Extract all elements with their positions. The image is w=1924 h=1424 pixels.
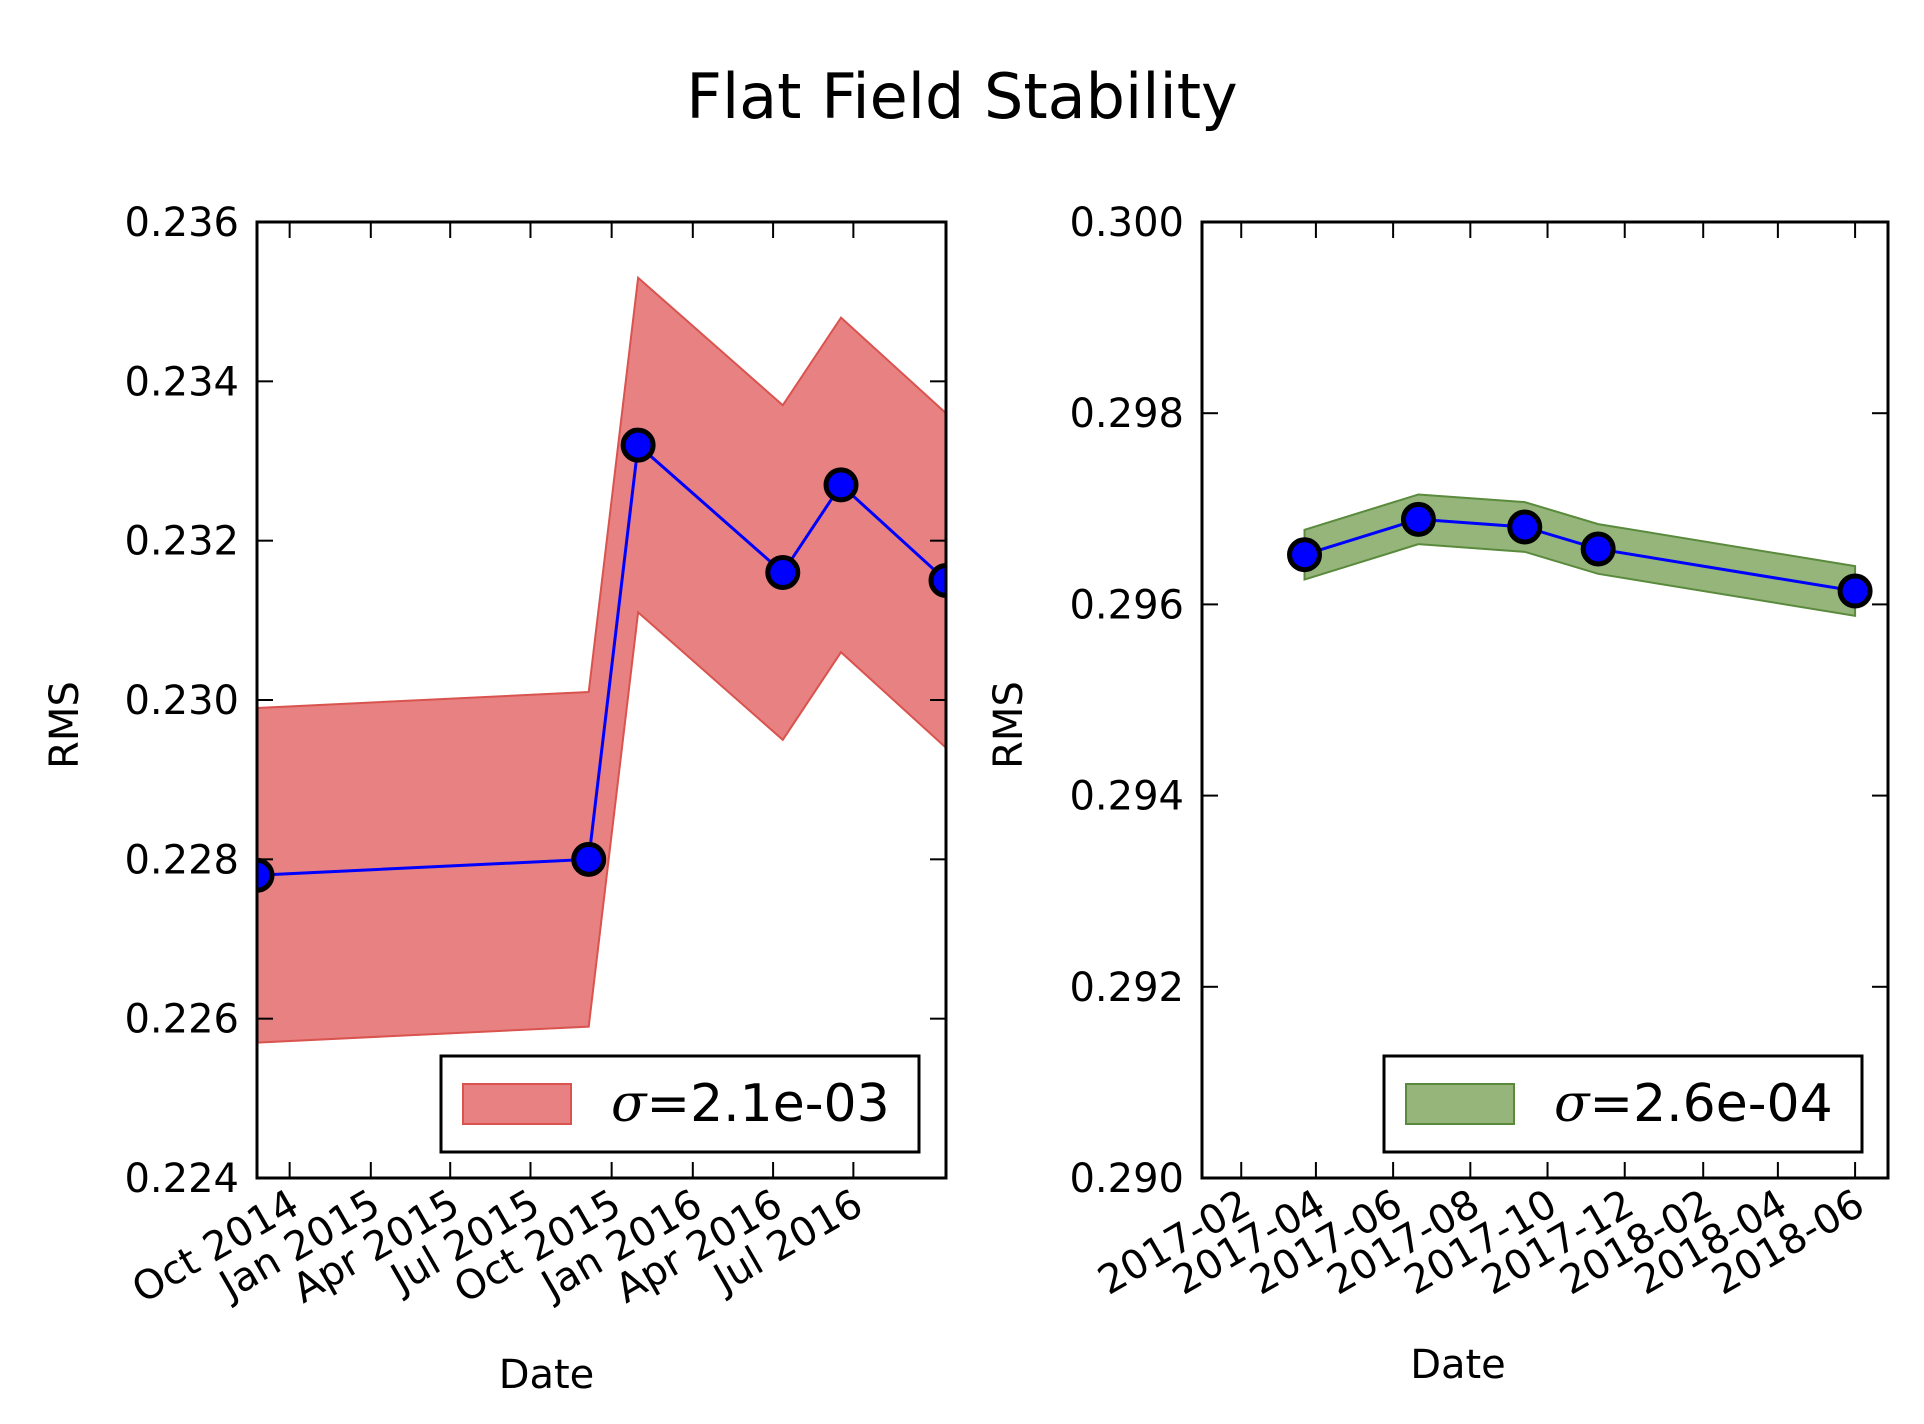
data-point	[620, 427, 656, 463]
y-tick-label: 0.224	[124, 1156, 239, 1202]
x-axis-label: Date	[1410, 1342, 1506, 1388]
series-line	[257, 442, 946, 877]
y-tick-label: 0.292	[1069, 965, 1184, 1011]
data-point	[1507, 509, 1543, 545]
data-point	[257, 857, 275, 893]
y-tick-label: 0.298	[1069, 391, 1184, 437]
legend: σ=2.1e-03	[439, 1054, 921, 1154]
y-tick-label: 0.290	[1069, 1156, 1184, 1202]
legend-swatch	[462, 1083, 572, 1125]
figure-title: Flat Field Stability	[686, 60, 1237, 133]
data-point	[765, 555, 801, 591]
y-axis-label: RMS	[42, 681, 88, 769]
y-tick-label: 0.228	[124, 837, 239, 883]
y-tick-label: 0.294	[1069, 774, 1184, 820]
data-point	[823, 467, 859, 503]
y-axis-label: RMS	[986, 681, 1032, 769]
x-axis-label: Date	[499, 1352, 595, 1398]
error-band	[1303, 493, 1857, 618]
y-tick-label: 0.296	[1069, 582, 1184, 628]
y-tick-label: 0.230	[124, 678, 239, 724]
data-point	[928, 563, 946, 598]
legend: σ=2.6e-04	[1382, 1054, 1864, 1154]
legend-label: σ=2.1e-03	[611, 1074, 890, 1134]
data-point	[1400, 501, 1436, 537]
y-tick-label: 0.236	[124, 200, 239, 246]
y-tick-label: 0.234	[124, 359, 239, 405]
legend-swatch	[1405, 1083, 1515, 1125]
right-chart-panel: 0.2900.2920.2940.2960.2980.3002017-02201…	[986, 200, 1890, 1388]
y-tick-label: 0.226	[124, 997, 239, 1043]
y-tick-label: 0.232	[124, 519, 239, 565]
data-point	[1287, 537, 1323, 573]
data-point	[571, 841, 607, 877]
data-point	[1580, 531, 1616, 567]
error-band	[257, 275, 946, 1044]
axes-frame	[1200, 220, 1890, 1180]
legend-label: σ=2.6e-04	[1554, 1074, 1833, 1134]
data-point	[1837, 573, 1873, 609]
y-tick-label: 0.300	[1069, 200, 1184, 246]
